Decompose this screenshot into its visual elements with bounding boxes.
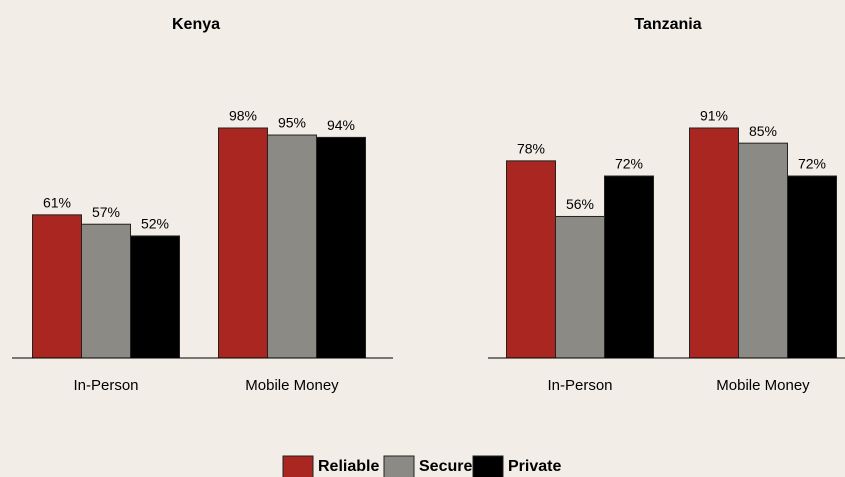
bar xyxy=(738,142,788,359)
chart-title: Tanzania xyxy=(634,16,701,33)
bar xyxy=(32,214,82,359)
bar xyxy=(506,160,556,359)
bar xyxy=(267,134,317,359)
bar xyxy=(218,127,268,359)
bar xyxy=(81,223,131,359)
legend-swatch xyxy=(282,455,314,477)
data-label: 52% xyxy=(141,216,169,232)
data-label: 56% xyxy=(566,196,594,212)
data-label: 57% xyxy=(92,204,120,220)
data-label: 72% xyxy=(615,156,643,172)
data-label: 94% xyxy=(327,117,355,133)
data-label: 98% xyxy=(229,108,257,124)
bar xyxy=(604,175,654,359)
bar xyxy=(316,136,366,359)
x-tick-label: In-Person xyxy=(73,377,138,394)
legend-swatch xyxy=(383,455,415,477)
x-tick-label: Mobile Money xyxy=(716,377,810,394)
data-label: 85% xyxy=(749,123,777,139)
data-label: 78% xyxy=(517,141,545,157)
data-label: 91% xyxy=(700,108,728,124)
bar xyxy=(689,127,739,359)
bar xyxy=(787,175,837,359)
legend-label: Reliable xyxy=(318,458,379,475)
chart-title: Kenya xyxy=(172,16,220,33)
data-label: 61% xyxy=(43,195,71,211)
x-tick-label: In-Person xyxy=(547,377,612,394)
x-tick-label: Mobile Money xyxy=(245,377,339,394)
legend-swatch xyxy=(472,455,504,477)
data-label: 95% xyxy=(278,115,306,131)
legend-label: Secure xyxy=(419,458,472,475)
data-label: 72% xyxy=(798,156,826,172)
legend-label: Private xyxy=(508,458,561,475)
bar xyxy=(130,235,180,359)
bar xyxy=(555,215,605,359)
